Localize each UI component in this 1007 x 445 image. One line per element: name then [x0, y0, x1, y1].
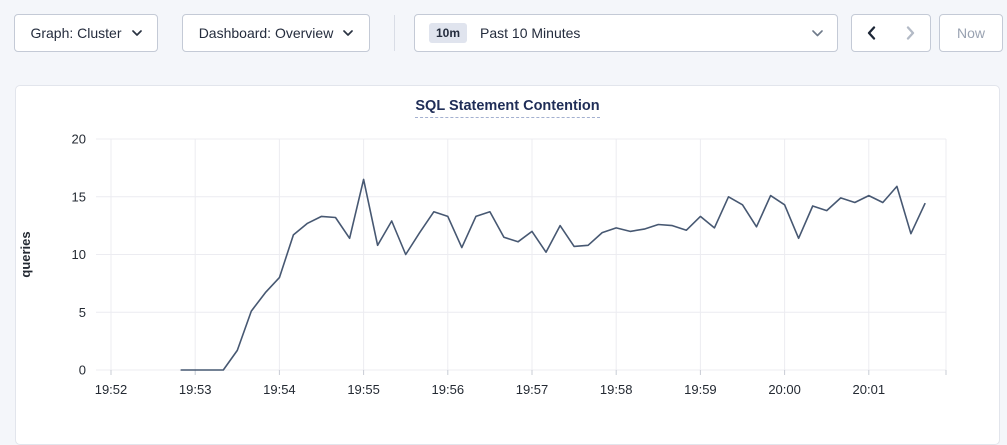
- chevron-down-icon: [812, 29, 823, 37]
- y-tick-label: 15: [72, 189, 86, 204]
- x-tick-label: 19:57: [516, 382, 549, 397]
- graph-dropdown-label: Graph: Cluster: [30, 25, 122, 41]
- dashboard-dropdown[interactable]: Dashboard: Overview: [182, 14, 370, 52]
- x-tick-label: 19:53: [179, 382, 212, 397]
- x-tick-label: 19:55: [347, 382, 380, 397]
- x-tick-label: 19:54: [263, 382, 296, 397]
- time-range-picker[interactable]: 10m Past 10 Minutes: [414, 14, 838, 52]
- next-interval-button[interactable]: [891, 15, 930, 51]
- toolbar: Graph: Cluster Dashboard: Overview 10m P…: [0, 0, 1007, 66]
- x-tick-label: 19:56: [432, 382, 465, 397]
- time-nav-group: [851, 14, 931, 52]
- prev-interval-button[interactable]: [852, 15, 891, 51]
- time-range-label: Past 10 Minutes: [480, 25, 581, 41]
- contention-chart-svg: 0 5 10 15 20 19:52 19:53 19:54 19:55 19:56 19:57 19…: [18, 132, 947, 397]
- y-tick-label: 20: [72, 132, 86, 147]
- x-tick-label: 19:59: [684, 382, 717, 397]
- dashboard-dropdown-label: Dashboard: Overview: [198, 25, 334, 41]
- chart-title-row: SQL Statement Contention: [16, 97, 999, 121]
- y-tick-label: 0: [79, 363, 86, 378]
- y-axis-title: queries: [18, 231, 33, 277]
- chevron-down-icon: [343, 30, 354, 36]
- chevron-left-icon: [867, 26, 876, 40]
- chart-title[interactable]: SQL Statement Contention: [415, 98, 600, 118]
- toolbar-divider: [394, 15, 395, 51]
- y-tick-label: 5: [79, 305, 86, 320]
- chevron-right-icon: [906, 26, 915, 40]
- now-button-label: Now: [956, 25, 985, 41]
- graph-dropdown[interactable]: Graph: Cluster: [14, 14, 158, 52]
- x-tick-label: 20:00: [768, 382, 801, 397]
- now-button[interactable]: Now: [939, 14, 1003, 52]
- series-line: [180, 178, 926, 371]
- x-tick-label: 19:52: [95, 382, 128, 397]
- y-tick-label: 10: [72, 247, 86, 262]
- time-range-badge: 10m: [429, 23, 468, 43]
- x-tick-label: 19:58: [600, 382, 633, 397]
- x-tick-label: 20:01: [853, 382, 886, 397]
- chevron-down-icon: [131, 30, 142, 36]
- chart-panel: SQL Statement Contention 0 5 10 15 20 19:52 19…: [15, 85, 1000, 445]
